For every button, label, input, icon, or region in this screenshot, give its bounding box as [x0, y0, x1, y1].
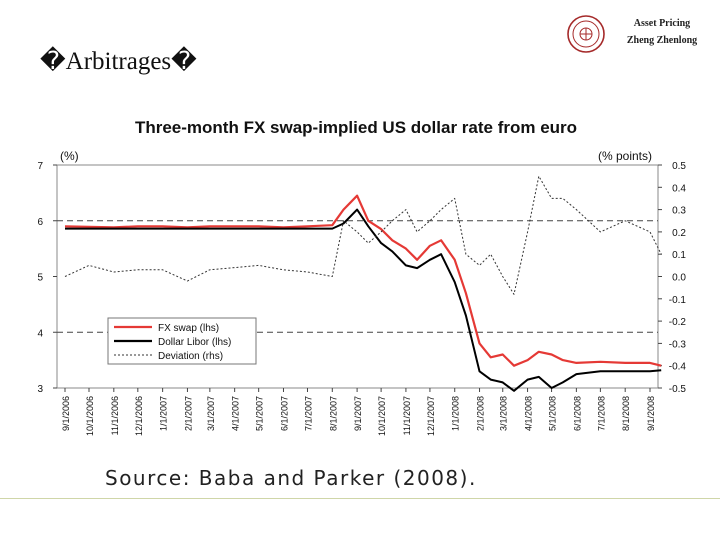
x-tick-label: 2/1/2007: [183, 396, 193, 431]
series-line-0: [64, 194, 662, 367]
right-tick-label: -0.4: [669, 362, 687, 373]
x-tick-label: 6/1/2008: [572, 396, 582, 431]
left-tick-label: 3: [37, 384, 43, 395]
right-tick-label: 0.2: [672, 228, 686, 239]
left-tick-label: 7: [37, 161, 43, 172]
x-tick-label: 11/1/2007: [402, 396, 412, 435]
right-tick-label: -0.5: [669, 384, 687, 395]
left-tick-label: 5: [37, 273, 43, 284]
university-seal-icon: [567, 15, 605, 53]
x-tick-label: 3/1/2007: [206, 396, 216, 431]
x-tick-label: 5/1/2007: [255, 396, 265, 431]
course-name: Asset Pricing: [633, 18, 691, 29]
right-tick-label: -0.3: [669, 339, 687, 350]
x-tick-label: 4/1/2007: [231, 396, 241, 431]
x-tick-label: 5/1/2008: [548, 396, 558, 431]
left-tick-label: 4: [37, 328, 43, 339]
right-tick-label: 0.5: [672, 161, 686, 172]
x-tick-label: 2/1/2008: [476, 396, 486, 431]
chart-title: Three-month FX swap-implied US dollar ra…: [135, 118, 577, 137]
x-tick-label: 10/1/2007: [377, 396, 387, 436]
x-tick-label: 1/1/2008: [451, 396, 461, 431]
legend: FX swap (lhs) Dollar Libor (lhs) Deviation…: [107, 317, 257, 365]
x-tick-label: 9/1/2008: [646, 396, 656, 431]
left-tick-label: 6: [37, 217, 43, 228]
x-tick-label: 1/1/2007: [159, 396, 169, 431]
x-tick-label: 12/1/2007: [426, 396, 436, 436]
left-axis-unit: (%): [60, 149, 79, 163]
x-tick-label: 11/1/2006: [110, 396, 120, 435]
source-citation: Source: Baba and Parker (2008).: [105, 466, 477, 490]
right-tick-label: 0.0: [672, 273, 686, 284]
x-tick-label: 12/1/2006: [134, 396, 144, 436]
right-tick-label: 0.1: [672, 250, 686, 261]
x-tick-label: 4/1/2008: [524, 396, 534, 431]
x-tick-label: 8/1/2007: [328, 396, 338, 431]
x-tick-label: 8/1/2008: [621, 396, 631, 431]
x-tick-label: 7/1/2007: [303, 396, 313, 431]
right-tick-label: 0.3: [672, 206, 686, 217]
right-axis-unit: (% points): [598, 149, 652, 163]
right-tick-label: -0.2: [669, 317, 687, 328]
x-tick-label: 9/1/2007: [353, 396, 363, 431]
legend-label: Deviation (rhs): [158, 351, 223, 362]
slide-title: �Arbitrages�: [40, 48, 197, 75]
series-line-1: [65, 208, 662, 392]
footer-divider: [0, 498, 720, 499]
legend-label: FX swap (lhs): [158, 323, 219, 334]
x-tick-label: 3/1/2008: [499, 396, 509, 431]
x-tick-label: 6/1/2007: [279, 396, 289, 431]
x-tick-label: 10/1/2006: [85, 396, 95, 436]
legend-label: Dollar Libor (lhs): [158, 337, 231, 348]
right-tick-label: 0.4: [672, 183, 686, 194]
x-tick-label: 9/1/2006: [61, 396, 71, 431]
x-tick-label: 7/1/2008: [596, 396, 606, 431]
right-tick-label: -0.1: [669, 295, 687, 306]
series-line-2: [64, 175, 662, 295]
author-name: Zheng Zhenlong: [626, 35, 698, 46]
